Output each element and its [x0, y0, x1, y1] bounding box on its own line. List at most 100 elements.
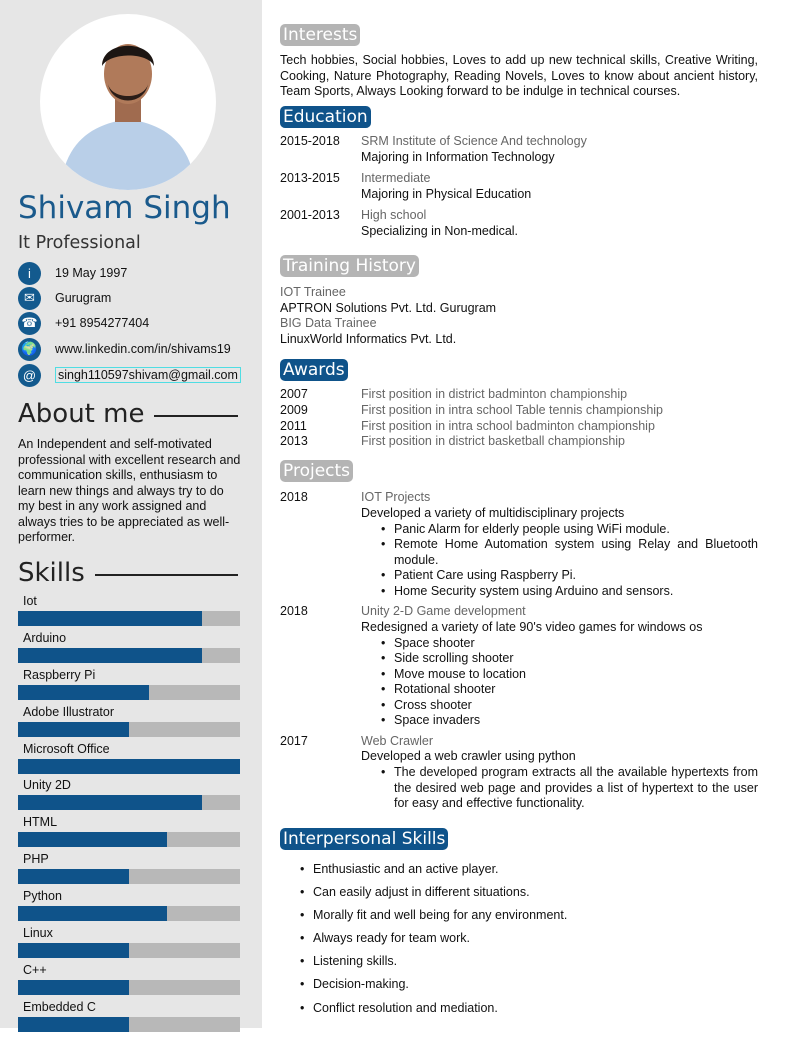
award-text: First position in district badminton cha… [361, 387, 628, 401]
skill-bar-fill [18, 795, 203, 811]
skill-bar-fill [18, 684, 149, 700]
divider [154, 415, 238, 417]
award-text: First position in district basketball ch… [361, 434, 626, 449]
projects-section: Projects 2018 IOT Projects Developed a var… [280, 460, 758, 817]
profile-name: Shivam Singh [18, 190, 231, 226]
education-row: 2001-2013 High school [280, 208, 758, 224]
education-detail: Majoring in Physical Education [361, 186, 532, 201]
list-item: Can easily adjust in different situation… [300, 881, 758, 904]
skill-bar [18, 758, 240, 774]
project-desc: Developed a variety of multidisciplinary… [361, 505, 625, 520]
skill-label: Linux [23, 926, 53, 941]
skill-label: Iot [23, 594, 37, 608]
education-detail: Specializing in Non-medical. [361, 223, 519, 238]
award-row: 2011 First position in intra school badmi… [280, 419, 758, 435]
contact-text: 19 May 1997 [55, 266, 128, 280]
project-title: IOT Projects [361, 490, 431, 504]
list-item: Patient Care using Raspberry Pi. [381, 568, 758, 584]
education-entry: 2015-2018 SRM Institute of Science And te… [280, 134, 758, 166]
project-entry: 2018 Unity 2-D Game development Redesigned… [280, 604, 758, 729]
skill-bar-fill [18, 979, 129, 995]
education-row: Specializing in Non-medical. [280, 224, 758, 240]
list-item: Space invaders [381, 713, 758, 729]
spacer [280, 150, 361, 166]
skill-label: Microsoft Office [23, 741, 110, 756]
education-entry: 2013-2015 Intermediate Majoring in Physica… [280, 171, 758, 203]
skill-item: C++ [18, 963, 240, 1000]
education-school: High school [361, 208, 427, 223]
skill-label: HTML [23, 815, 58, 830]
list-item: Listening skills. [300, 950, 758, 973]
list-item: Panic Alarm for elderly people using WiF… [381, 522, 758, 538]
skill-item: Microsoft Office [18, 742, 240, 779]
skill-item: Adobe Illustrator [18, 705, 240, 742]
contact-row: ☎ +91 8954277404 [18, 311, 149, 335]
education-row: Majoring in Information Technology [280, 150, 758, 166]
education-row: Majoring in Physical Education [280, 187, 758, 203]
list-item: Move mouse to location [381, 667, 758, 683]
contact-row: @ singh110597shivam@gmail.com [18, 363, 241, 387]
award-year: 2007 [280, 387, 308, 401]
skill-bar [18, 721, 240, 737]
training-role: IOT Trainee [280, 285, 346, 299]
skills-heading-text: Skills [18, 558, 85, 588]
spacer [280, 749, 361, 765]
education-school: SRM Institute of Science And technology [361, 134, 587, 148]
award-year: 2011 [280, 418, 307, 433]
project-row: 2018 IOT Projects [280, 490, 758, 506]
project-bullets: Space shooterSide scrolling shooterMove … [361, 636, 758, 729]
interests-text: Tech hobbies, Social hobbies, Loves to a… [280, 53, 758, 98]
project-title: Unity 2-D Game development [361, 604, 526, 619]
list-item: Rotational shooter [381, 682, 758, 698]
envelope-icon: ✉ [18, 286, 41, 310]
list-item: Always ready for team work. [300, 927, 758, 950]
list-item: Morally fit and well being for any envir… [300, 904, 758, 927]
list-item: Side scrolling shooter [381, 651, 758, 667]
skill-item: Unity 2D [18, 778, 240, 815]
education-heading: Education [280, 106, 371, 128]
spacer [280, 506, 361, 522]
interests-section: Interests Tech hobbies, Social hobbies, … [280, 24, 758, 100]
list-item: Conflict resolution and mediation. [300, 997, 758, 1020]
skill-bar [18, 832, 240, 848]
project-bullets: The developed program extracts all the a… [361, 765, 758, 812]
interpersonal-section: Interpersonal Skills Enthusiastic and an… [280, 828, 758, 1020]
list-item: Enthusiastic and an active player. [300, 858, 758, 881]
skill-bar [18, 684, 240, 700]
education-row: 2013-2015 Intermediate [280, 171, 758, 187]
skill-bar [18, 647, 240, 663]
award-row: 2007 First position in district badminton… [280, 387, 758, 403]
skill-bar-fill [18, 611, 203, 626]
project-bullets: Panic Alarm for elderly people using WiF… [361, 522, 758, 600]
skill-bar [18, 611, 240, 626]
globe-icon: 🌍 [18, 337, 41, 361]
skill-bar-fill [18, 869, 129, 885]
contact-text[interactable]: www.linkedin.com/in/shivams19 [55, 342, 231, 356]
award-year: 2009 [280, 402, 308, 417]
skill-label: Arduino [23, 630, 67, 645]
at-icon: @ [18, 363, 41, 387]
project-row: Developed a variety of multidisciplinary… [280, 506, 758, 522]
contact-row: ✉ Gurugram [18, 286, 111, 310]
spacer [280, 187, 361, 203]
award-row: 2013 First position in district basketbal… [280, 434, 758, 450]
list-item: Cross shooter [381, 698, 758, 714]
skill-label: Adobe Illustrator [23, 704, 115, 719]
skill-label: C++ [23, 962, 47, 977]
project-desc: Redesigned a variety of late 90's video … [361, 619, 703, 634]
skill-bar-fill [18, 647, 203, 663]
profile-photo [40, 14, 216, 190]
email-link[interactable]: singh110597shivam@gmail.com [55, 367, 241, 383]
contact-text: Gurugram [55, 291, 112, 305]
project-row: 2018 Unity 2-D Game development [280, 604, 758, 620]
list-item: Home Security system using Arduino and s… [381, 584, 758, 600]
sidebar: Shivam Singh It Professional i 19 May 199… [0, 0, 262, 1032]
skill-item: Linux [18, 926, 240, 963]
skill-bar [18, 795, 240, 811]
skill-bar [18, 906, 240, 922]
education-years: 2013-2015 [280, 171, 340, 186]
training-section: Training History IOT Trainee APTRON Solut… [280, 255, 758, 347]
interests-heading: Interests [280, 24, 361, 46]
awards-section: Awards 2007 First position in district ba… [280, 359, 758, 450]
education-years: 2015-2018 [280, 134, 340, 148]
